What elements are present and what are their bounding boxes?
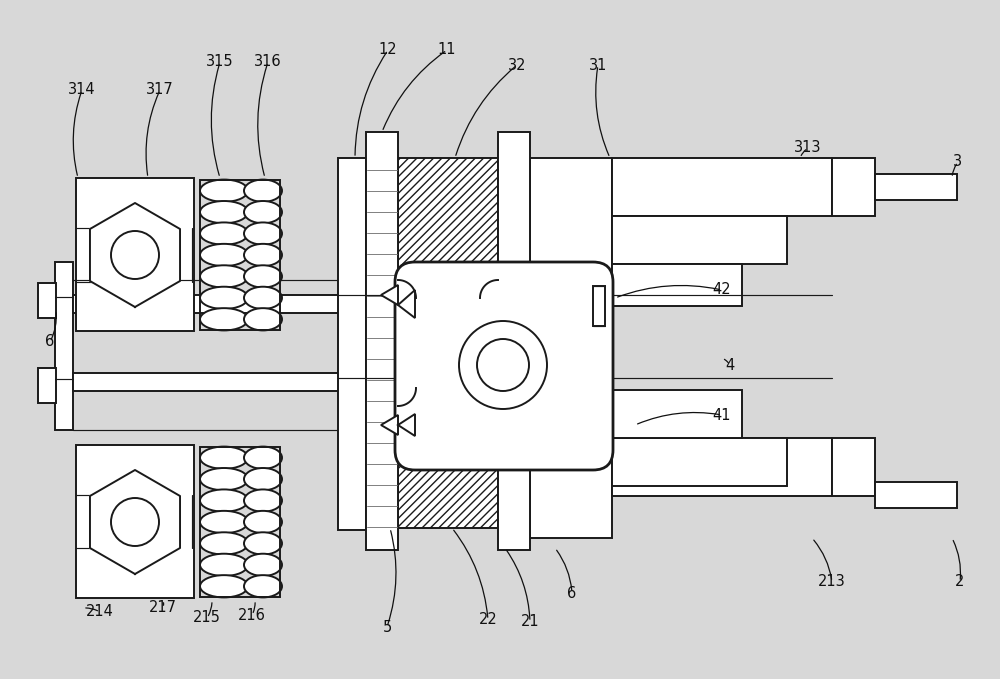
Ellipse shape xyxy=(200,265,248,288)
Ellipse shape xyxy=(200,201,248,223)
Text: 217: 217 xyxy=(149,600,177,615)
Bar xyxy=(200,447,280,597)
Bar xyxy=(593,286,605,326)
Bar xyxy=(612,216,787,264)
Bar xyxy=(530,158,612,538)
Ellipse shape xyxy=(200,553,248,576)
Bar xyxy=(73,373,401,391)
Ellipse shape xyxy=(200,468,248,490)
Text: 3: 3 xyxy=(953,155,963,170)
Polygon shape xyxy=(381,285,398,305)
Text: 313: 313 xyxy=(794,141,822,155)
Polygon shape xyxy=(90,203,180,307)
Ellipse shape xyxy=(200,223,248,244)
Bar xyxy=(612,438,787,486)
Text: 31: 31 xyxy=(589,58,607,73)
Bar xyxy=(73,295,401,313)
Ellipse shape xyxy=(244,265,282,288)
Text: 42: 42 xyxy=(713,282,731,297)
Ellipse shape xyxy=(244,201,282,223)
Text: 6: 6 xyxy=(45,335,55,350)
FancyBboxPatch shape xyxy=(395,262,613,470)
Ellipse shape xyxy=(200,244,248,266)
Bar xyxy=(55,262,73,430)
Polygon shape xyxy=(90,470,180,574)
Ellipse shape xyxy=(244,308,282,331)
Text: 214: 214 xyxy=(86,604,114,619)
Ellipse shape xyxy=(244,468,282,490)
Ellipse shape xyxy=(200,532,248,555)
Ellipse shape xyxy=(244,553,282,576)
Bar xyxy=(76,178,194,331)
Bar xyxy=(76,445,194,598)
Bar xyxy=(498,132,530,550)
Text: 21: 21 xyxy=(521,614,539,629)
Ellipse shape xyxy=(244,244,282,266)
Ellipse shape xyxy=(200,447,248,469)
Ellipse shape xyxy=(244,575,282,598)
Bar xyxy=(832,438,875,496)
Circle shape xyxy=(477,339,529,391)
Polygon shape xyxy=(398,290,415,318)
Bar xyxy=(612,264,742,306)
Bar xyxy=(200,180,280,330)
Bar xyxy=(38,283,56,318)
Bar xyxy=(612,390,742,438)
Polygon shape xyxy=(398,414,415,436)
Bar xyxy=(612,158,832,216)
Text: 216: 216 xyxy=(238,608,266,623)
Circle shape xyxy=(459,321,547,409)
Text: 314: 314 xyxy=(68,83,96,98)
Text: 215: 215 xyxy=(193,610,221,625)
Bar xyxy=(338,158,366,530)
Text: 11: 11 xyxy=(438,43,456,58)
Text: 213: 213 xyxy=(818,574,846,589)
Text: 317: 317 xyxy=(146,83,174,98)
Polygon shape xyxy=(381,415,398,435)
Bar xyxy=(398,388,498,528)
Text: 4: 4 xyxy=(725,358,735,373)
Ellipse shape xyxy=(244,287,282,309)
Ellipse shape xyxy=(200,308,248,331)
Bar xyxy=(398,158,498,298)
Circle shape xyxy=(111,498,159,546)
Text: 2: 2 xyxy=(955,574,965,589)
Bar xyxy=(875,482,957,508)
Text: 12: 12 xyxy=(379,43,397,58)
Text: 32: 32 xyxy=(508,58,526,73)
Ellipse shape xyxy=(244,532,282,555)
Ellipse shape xyxy=(200,179,248,202)
Bar xyxy=(366,132,398,550)
Text: 315: 315 xyxy=(206,54,234,69)
Ellipse shape xyxy=(200,511,248,533)
Text: 5: 5 xyxy=(382,619,392,634)
Bar xyxy=(875,174,957,200)
Ellipse shape xyxy=(244,223,282,244)
Ellipse shape xyxy=(244,511,282,533)
Ellipse shape xyxy=(200,287,248,309)
Ellipse shape xyxy=(244,447,282,469)
Ellipse shape xyxy=(200,575,248,598)
Bar xyxy=(38,368,56,403)
Ellipse shape xyxy=(244,179,282,202)
Bar xyxy=(832,158,875,216)
Ellipse shape xyxy=(244,490,282,512)
Circle shape xyxy=(111,231,159,279)
Bar xyxy=(612,438,832,496)
Text: 22: 22 xyxy=(479,612,497,627)
Text: 316: 316 xyxy=(254,54,282,69)
Ellipse shape xyxy=(200,490,248,512)
Text: 6: 6 xyxy=(567,585,577,600)
Text: 41: 41 xyxy=(713,407,731,422)
